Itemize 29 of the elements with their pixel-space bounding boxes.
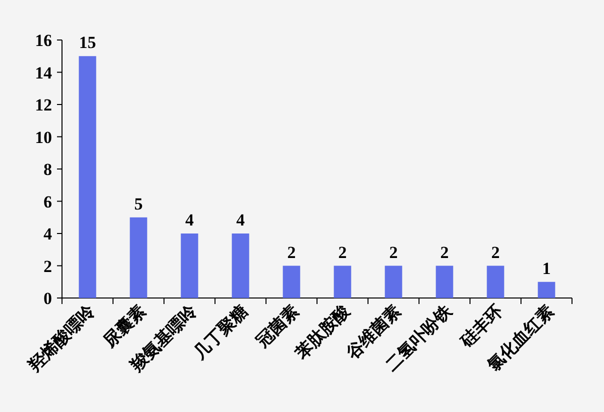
y-tick-label: 10 xyxy=(35,128,52,147)
y-tick-label: 2 xyxy=(44,256,52,276)
data-label: 2 xyxy=(389,242,398,262)
bar xyxy=(538,282,556,298)
data-label: 2 xyxy=(338,242,347,262)
data-label: 2 xyxy=(491,242,500,262)
data-label: 1 xyxy=(542,258,551,278)
y-tick-label: 4 xyxy=(44,224,52,244)
data-label: 4 xyxy=(185,210,194,230)
y-tick-label: 8 xyxy=(44,160,52,179)
data-label: 4 xyxy=(236,210,246,230)
y-tick-label: 14 xyxy=(35,63,52,82)
y-tick-label: 6 xyxy=(44,192,52,212)
bar xyxy=(282,266,300,298)
bar xyxy=(384,266,402,298)
y-tick-label: 16 xyxy=(35,31,52,50)
y-tick-label: 12 xyxy=(35,96,52,114)
data-label: 5 xyxy=(134,194,143,214)
bar xyxy=(232,234,250,298)
bar xyxy=(130,217,148,298)
bar xyxy=(334,266,352,298)
data-label: 2 xyxy=(287,242,296,262)
y-tick-label: 0 xyxy=(44,289,52,308)
bar xyxy=(78,56,96,298)
data-label: 15 xyxy=(79,33,96,52)
data-label: 2 xyxy=(440,242,449,262)
bar xyxy=(436,266,454,298)
bar xyxy=(180,234,198,298)
bar xyxy=(486,266,504,298)
